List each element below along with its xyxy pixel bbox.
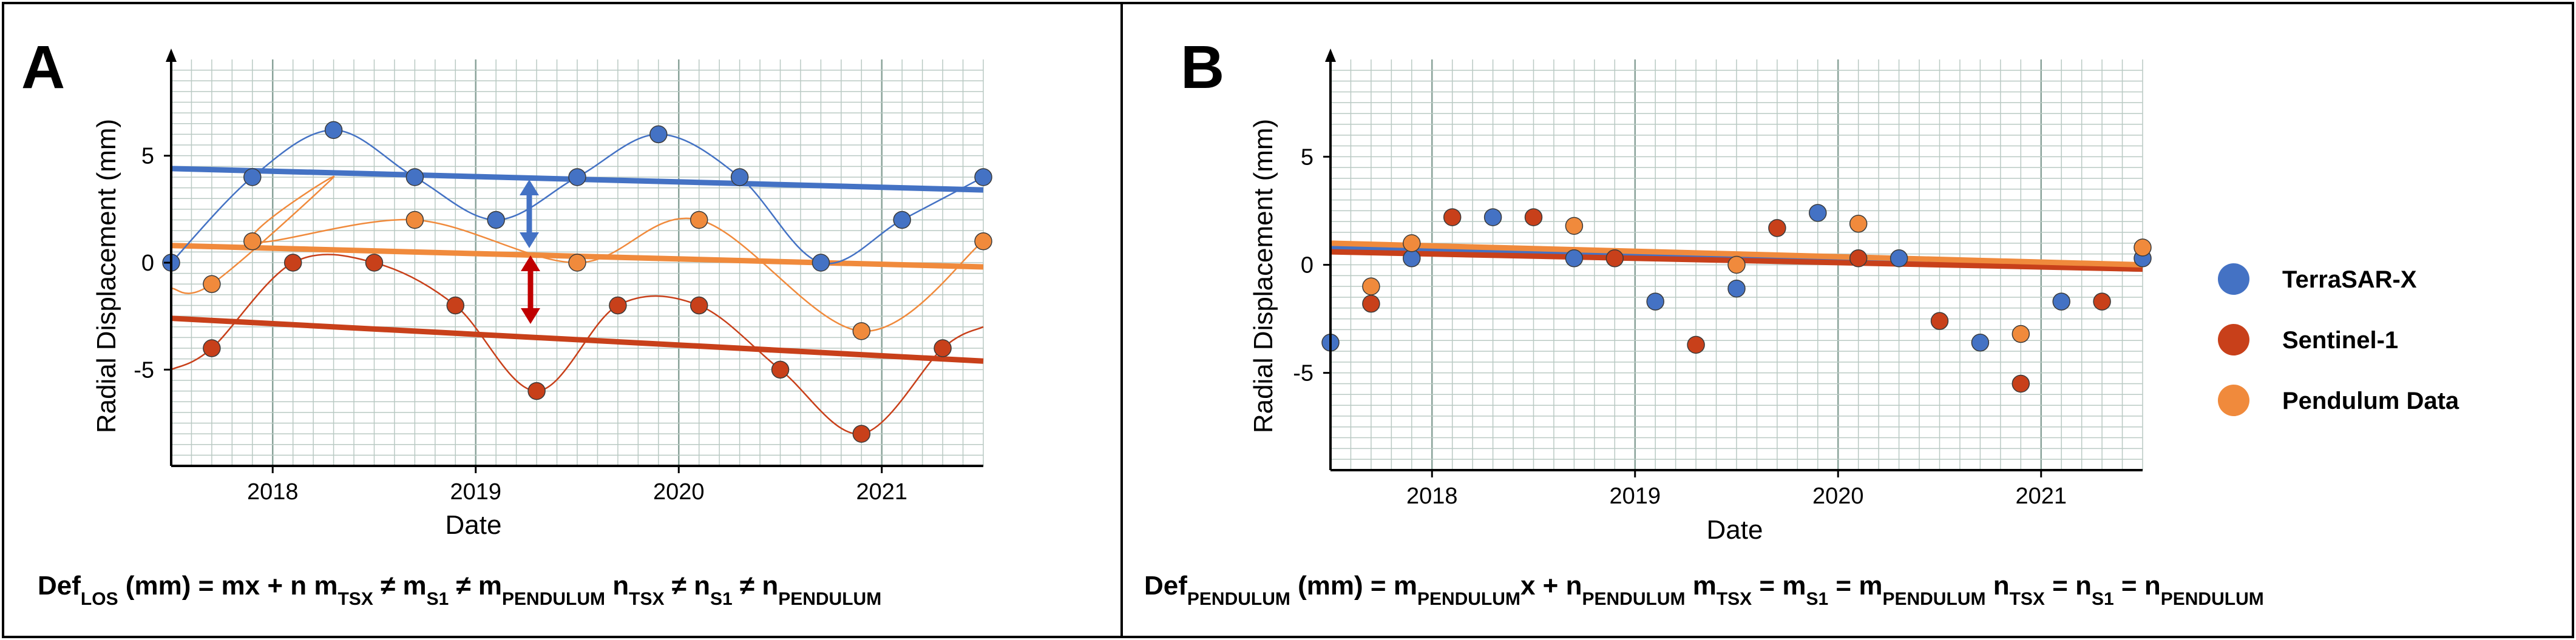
y-tick-label: 5 xyxy=(141,144,154,169)
data-point-terrasar-x xyxy=(324,121,343,140)
x-axis-label: Date xyxy=(1707,515,1763,545)
y-axis-label: Radial Displacement (mm) xyxy=(1249,119,1278,433)
x-tick-label: 2018 xyxy=(1406,483,1458,509)
data-point-pendulum-data xyxy=(2012,325,2030,343)
legend-marker-pendulum-data xyxy=(2218,385,2249,416)
blue-arrow-head-up xyxy=(520,180,539,195)
data-point-sentinel-1 xyxy=(203,339,221,357)
data-point-sentinel-1 xyxy=(852,425,871,443)
data-point-sentinel-1 xyxy=(1605,249,1624,268)
y-tick-label: 5 xyxy=(1301,144,1313,170)
data-point-terrasar-x xyxy=(812,254,830,272)
legend-label-sentinel-1: Sentinel-1 xyxy=(2282,327,2398,354)
data-point-terrasar-x xyxy=(2052,292,2070,311)
data-point-sentinel-1 xyxy=(771,360,790,379)
data-point-sentinel-1 xyxy=(1930,312,1949,330)
legend: TerraSAR-X Sentinel-1 Pendulum Data xyxy=(2218,263,2459,416)
y-axis-arrow xyxy=(166,49,177,62)
panel-label: A xyxy=(21,33,65,101)
formula-line: DefPENDULUM (mm) = mPENDULUMx + nPENDULU… xyxy=(1144,571,2264,609)
panel-b: B 2018 2019 2020 2021 5 0 -5 Date Radial Displ… xyxy=(1144,33,2459,609)
data-point-sentinel-1 xyxy=(690,296,708,315)
y-axis-label: Radial Displacement (mm) xyxy=(92,119,121,433)
data-point-terrasar-x xyxy=(1971,334,1990,352)
data-point-terrasar-x xyxy=(1727,279,1746,298)
red-arrow-head-up xyxy=(521,255,540,271)
offset-arrows xyxy=(520,180,540,324)
x-tick-label: 2020 xyxy=(653,479,705,505)
data-point-sentinel-1 xyxy=(527,382,546,400)
y-tick-label: 0 xyxy=(141,251,154,276)
legend-marker-terrasar-x xyxy=(2218,263,2249,295)
data-point-terrasar-x xyxy=(1565,249,1584,268)
data-point-sentinel-1 xyxy=(2093,292,2111,311)
data-point-sentinel-1 xyxy=(934,339,952,357)
data-point-terrasar-x xyxy=(1403,249,1421,268)
data-point-pendulum-data xyxy=(405,211,424,229)
data-point-terrasar-x xyxy=(1646,292,1664,311)
legend-marker-sentinel-1 xyxy=(2218,324,2249,355)
legend-label-terrasar-x: TerraSAR-X xyxy=(2282,266,2417,293)
data-point-sentinel-1 xyxy=(1443,208,1462,226)
data-point-sentinel-1 xyxy=(609,296,627,315)
data-point-pendulum-data xyxy=(203,275,221,294)
data-point-pendulum-data xyxy=(1362,277,1380,295)
data-point-pendulum-data xyxy=(243,232,262,251)
formula-line: DefLOS (mm) = mx + n mTSX ≠ mS1 ≠ mPENDU… xyxy=(38,571,881,609)
data-point-terrasar-x xyxy=(405,168,424,186)
blue-arrow-head-down xyxy=(520,232,539,248)
data-point-terrasar-x xyxy=(243,168,262,186)
data-point-sentinel-1 xyxy=(1849,249,1868,268)
data-point-terrasar-x xyxy=(649,125,668,144)
data-point-terrasar-x xyxy=(568,168,586,186)
trend-line-pendulum-data xyxy=(1330,240,2143,268)
axes: 2018 2019 2020 2021 5 0 -5 xyxy=(134,49,983,505)
y-tick-label: -5 xyxy=(1293,361,1313,386)
data-point-terrasar-x xyxy=(1483,208,1502,226)
data-point-pendulum-data xyxy=(1849,215,1868,233)
data-point-pendulum-data xyxy=(690,211,708,229)
data-point-sentinel-1 xyxy=(1768,219,1786,237)
axes: 2018 2019 2020 2021 5 0 -5 xyxy=(1293,49,2143,509)
data-point-sentinel-1 xyxy=(2012,374,2030,393)
data-point-pendulum-data xyxy=(1565,217,1584,235)
x-axis-label: Date xyxy=(446,510,502,540)
y-axis-arrow xyxy=(1325,49,1336,62)
data-point-pendulum-data xyxy=(852,322,871,340)
panel-label: B xyxy=(1181,33,1224,101)
data-point-pendulum-data xyxy=(1403,234,1421,252)
data-point-pendulum-data xyxy=(1727,255,1746,274)
x-tick-label: 2020 xyxy=(1812,483,1864,509)
x-tick-label: 2021 xyxy=(2015,483,2067,509)
data-point-terrasar-x xyxy=(1890,249,1908,268)
x-tick-label: 2019 xyxy=(450,479,501,505)
fit-curve-pendulum-data xyxy=(171,175,984,332)
data-point-sentinel-1 xyxy=(446,296,465,315)
red-arrow-head-down xyxy=(521,308,540,324)
trend-line-sentinel-1 xyxy=(171,315,984,364)
data-point-sentinel-1 xyxy=(283,254,302,272)
x-tick-label: 2018 xyxy=(247,479,299,505)
data-point-pendulum-data xyxy=(568,254,586,272)
data-point-terrasar-x xyxy=(974,168,992,186)
data-point-sentinel-1 xyxy=(1524,208,1543,226)
x-tick-label: 2021 xyxy=(856,479,907,505)
x-tick-label: 2019 xyxy=(1609,483,1661,509)
y-tick-label: 0 xyxy=(1301,253,1313,278)
data-point-terrasar-x xyxy=(487,211,505,229)
y-tick-label: -5 xyxy=(134,357,154,383)
data-point-pendulum-data xyxy=(974,232,992,251)
data-point-sentinel-1 xyxy=(365,254,384,272)
data-point-terrasar-x xyxy=(1809,204,1827,222)
legend-label-pendulum-data: Pendulum Data xyxy=(2282,388,2459,414)
panel-a: A 2018 2019 2020 2021 5 0 -5 Date Radial Displ… xyxy=(21,33,992,609)
data-point-pendulum-data xyxy=(2134,238,2152,257)
data-point-terrasar-x xyxy=(893,211,911,229)
data-point-sentinel-1 xyxy=(1687,335,1705,354)
data-points xyxy=(162,121,992,443)
data-point-terrasar-x xyxy=(730,168,749,186)
data-point-sentinel-1 xyxy=(1362,294,1380,313)
